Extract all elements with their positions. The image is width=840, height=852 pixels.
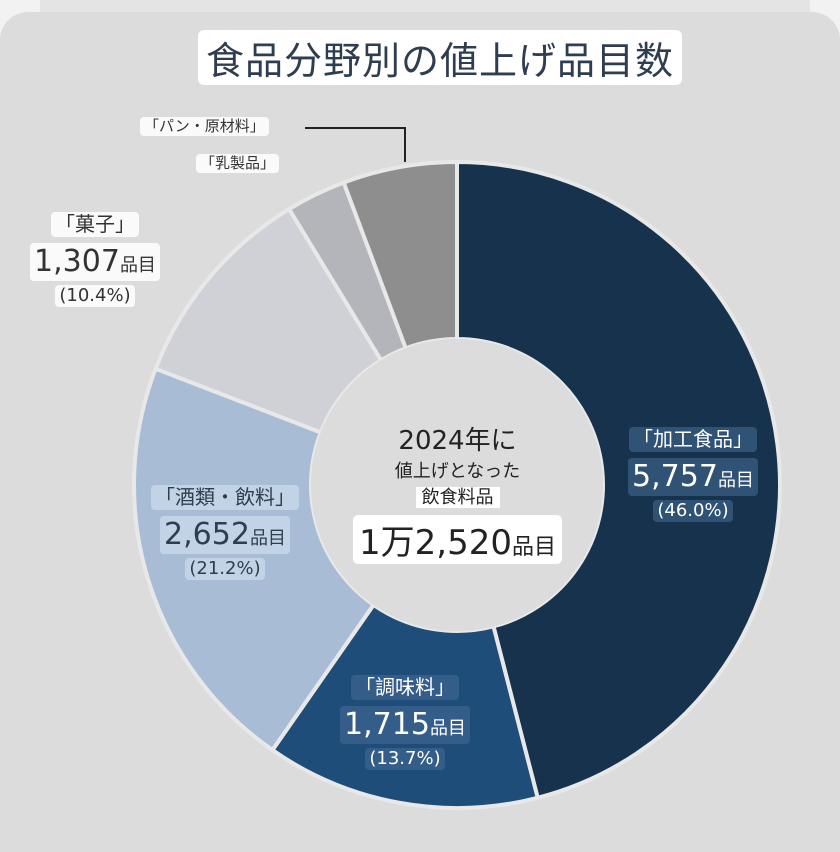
slice-value: 2,652: [164, 517, 250, 552]
slice-unit: 品目: [429, 718, 466, 739]
slice-pct: (21.2%): [185, 557, 265, 580]
slice-unit: 品目: [119, 255, 156, 276]
center-total: 1万2,520: [359, 523, 512, 563]
slice-name: 「調味料」: [351, 675, 459, 700]
slice-value: 1,307: [34, 244, 120, 279]
slice-pct: (46.0%): [653, 499, 733, 522]
chart-title: 食品分野別の値上げ品目数: [198, 30, 683, 85]
slice-label-confectionery: 「菓子」 1,307品目 (10.4%): [10, 212, 180, 307]
center-total-unit: 品目: [511, 535, 556, 560]
slice-value: 5,757: [632, 459, 718, 494]
slice-label-seasoning: 「調味料」 1,715品目 (13.7%): [320, 675, 490, 770]
slice-label-processed: 「加工食品」 5,757品目 (46.0%): [608, 427, 778, 522]
center-line3: 飲食料品: [415, 487, 500, 508]
slice-unit: 品目: [717, 470, 754, 491]
center-line2: 値上げとなった: [394, 461, 521, 482]
slice-label-bread: 「パン・原材料」: [140, 116, 269, 136]
center-label: 2024年に 値上げとなった 飲食料品 1万2,520品目: [320, 420, 595, 564]
slice-name: 「酒類・飲料」: [151, 485, 299, 510]
slice-pct: (10.4%): [55, 284, 135, 307]
slice-label-beverages: 「酒類・飲料」 2,652品目 (21.2%): [135, 485, 315, 580]
slice-pct: (13.7%): [365, 747, 445, 770]
slice-name: 「菓子」: [51, 212, 139, 237]
slice-name: 「乳製品」: [196, 154, 280, 173]
center-line1: 2024年に: [398, 426, 517, 456]
slice-name: 「加工食品」: [629, 427, 757, 452]
slice-unit: 品目: [249, 528, 286, 549]
slice-value: 1,715: [344, 707, 430, 742]
leader-line: [305, 127, 406, 162]
slice-name: 「パン・原材料」: [140, 117, 269, 136]
top-bar: [40, 0, 810, 14]
slice-label-dairy: 「乳製品」: [196, 153, 280, 173]
